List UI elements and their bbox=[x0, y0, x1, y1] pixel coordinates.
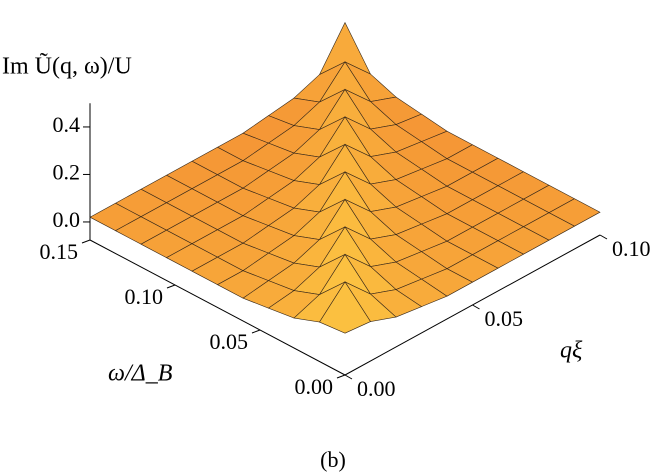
surface-patch bbox=[319, 281, 371, 334]
y-tick-label: 0.10 bbox=[125, 284, 164, 309]
z-tick-label: 0.2 bbox=[53, 159, 81, 184]
z-tick-label: 0.4 bbox=[53, 112, 81, 137]
caption: (b) bbox=[320, 447, 346, 472]
y-axis-label: ω/Δ_B bbox=[108, 361, 173, 387]
y-tick bbox=[81, 239, 91, 244]
y-tick bbox=[251, 329, 261, 334]
x-tick-label: 0.00 bbox=[357, 376, 396, 401]
y-tick bbox=[166, 284, 176, 289]
y-tick bbox=[336, 374, 346, 379]
y-tick-label: 0.00 bbox=[295, 374, 334, 399]
x-tick bbox=[472, 304, 480, 310]
z-axis-label: Im Ũ(q, ω)/U bbox=[2, 53, 132, 80]
x-axis-label: qξ bbox=[560, 338, 583, 364]
y-tick-label: 0.15 bbox=[40, 239, 79, 264]
x-tick bbox=[344, 374, 353, 380]
axis-line bbox=[89, 239, 346, 376]
x-tick-label: 0.10 bbox=[612, 236, 651, 261]
z-tick-label: 0.0 bbox=[53, 207, 81, 232]
y-tick-label: 0.05 bbox=[210, 329, 249, 354]
x-tick bbox=[599, 234, 608, 240]
x-tick-label: 0.05 bbox=[485, 306, 524, 331]
